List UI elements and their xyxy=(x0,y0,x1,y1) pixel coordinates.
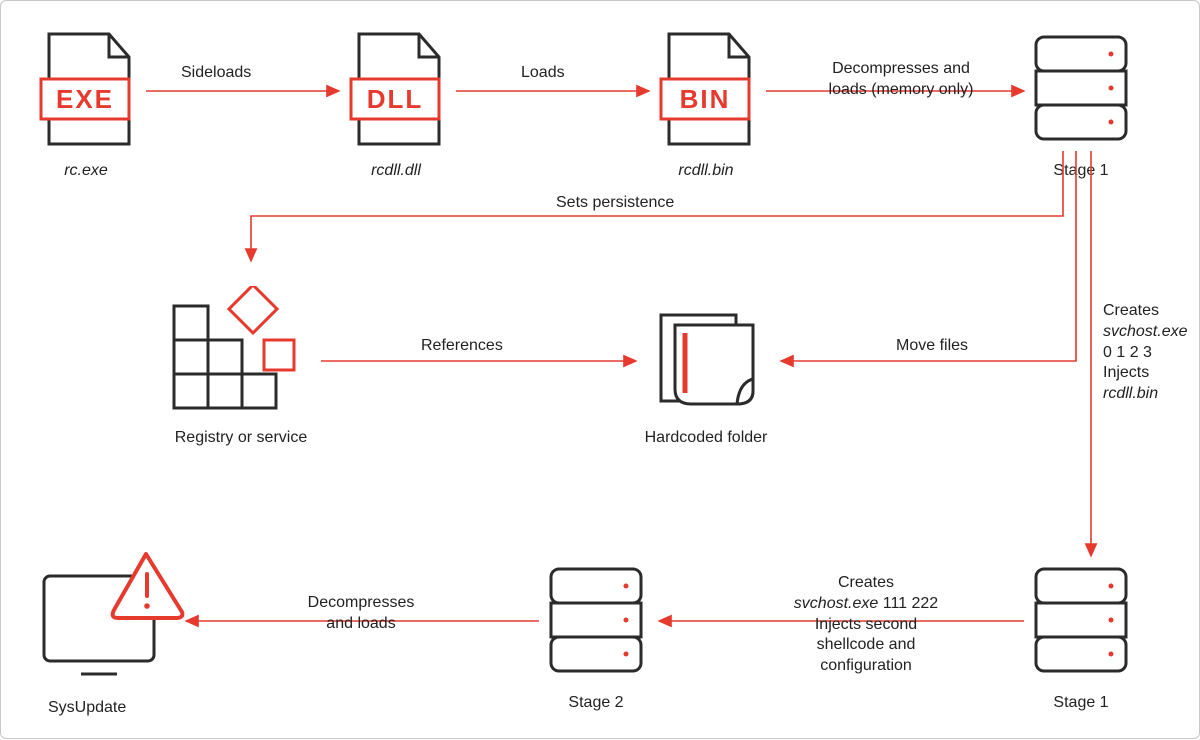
node-registry: Registry or service xyxy=(166,286,316,447)
svg-text:BIN: BIN xyxy=(680,84,731,114)
node-bin-caption: rcdll.bin xyxy=(651,162,761,180)
node-stage1b-caption: Stage 1 xyxy=(1026,694,1136,712)
edge-references-label: References xyxy=(421,336,503,357)
edge-decompress2-label: Decompresses and loads xyxy=(281,593,441,635)
node-registry-caption: Registry or service xyxy=(166,429,316,447)
edge-decompress-label: Decompresses and loads (memory only) xyxy=(796,59,1006,101)
file-dll-icon: DLL xyxy=(341,29,451,149)
node-stage1a: Stage 1 xyxy=(1026,29,1136,180)
node-stage2-caption: Stage 2 xyxy=(541,694,651,712)
svg-text:DLL: DLL xyxy=(367,84,424,114)
node-sysupdate-caption: SysUpdate xyxy=(36,699,186,717)
node-folder-caption: Hardcoded folder xyxy=(641,429,771,447)
file-exe-icon: EXE xyxy=(31,29,141,149)
server-icon xyxy=(1026,561,1136,681)
edge-loads-label: Loads xyxy=(521,63,565,84)
node-stage2: Stage 2 xyxy=(541,561,651,712)
registry-icon xyxy=(166,286,316,416)
node-exe-caption: rc.exe xyxy=(31,162,141,180)
node-folder: Hardcoded folder xyxy=(641,301,771,447)
node-stage1b: Stage 1 xyxy=(1026,561,1136,712)
monitor-warning-icon xyxy=(36,546,186,686)
node-bin: BIN rcdll.bin xyxy=(651,29,761,180)
edge-movefiles-label: Move files xyxy=(896,336,968,357)
node-dll-caption: rcdll.dll xyxy=(341,162,451,180)
server-icon xyxy=(1026,29,1136,149)
diagram-canvas: EXE rc.exe DLL rcdll.dll BIN rcdll.bin xyxy=(0,0,1200,739)
node-exe: EXE rc.exe xyxy=(31,29,141,180)
folder-icon xyxy=(641,301,771,416)
node-stage1a-caption: Stage 1 xyxy=(1026,162,1136,180)
file-bin-icon: BIN xyxy=(651,29,761,149)
svg-text:EXE: EXE xyxy=(56,84,114,114)
node-dll: DLL rcdll.dll xyxy=(341,29,451,180)
edge-creates-svchost-label: Creates svchost.exe 0 1 2 3 Injects rcdl… xyxy=(1103,301,1187,405)
edge-creates-svchost2-label: Creates svchost.exe 111 222 Injects seco… xyxy=(746,573,986,677)
server-icon xyxy=(541,561,651,681)
edge-persistence-label: Sets persistence xyxy=(556,193,674,214)
node-sysupdate: SysUpdate xyxy=(36,546,186,717)
edge-sideloads-label: Sideloads xyxy=(181,63,251,84)
